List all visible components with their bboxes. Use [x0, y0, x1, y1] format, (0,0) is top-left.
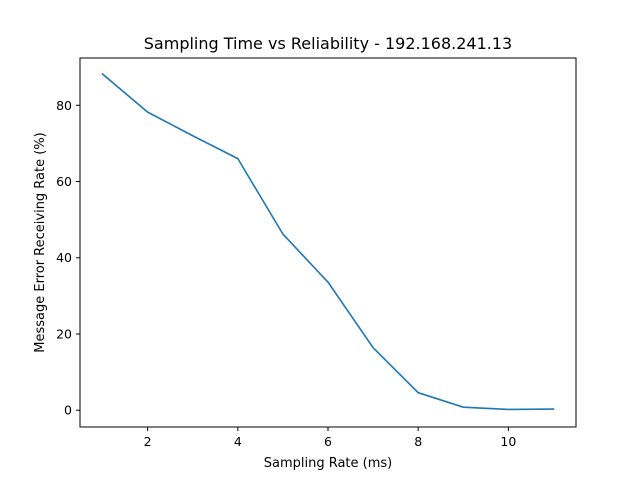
- plot-area: [101, 72, 555, 411]
- plot-frame: [79, 57, 577, 428]
- chart-title: Sampling Time vs Reliability - 192.168.2…: [144, 34, 512, 53]
- y-tick-label: 20: [56, 326, 72, 341]
- x-axis-label: Sampling Rate (ms): [264, 456, 393, 471]
- x-tick-label: 4: [234, 434, 242, 449]
- y-tick-label: 0: [64, 403, 72, 418]
- x-axis: 2 4 6 8 10: [144, 427, 516, 449]
- x-tick-label: 6: [324, 434, 332, 449]
- x-tick-label: 10: [500, 434, 516, 449]
- x-tick-label: 8: [414, 434, 422, 449]
- y-axis: 0 20 40 60 80: [56, 98, 80, 418]
- y-tick-label: 80: [56, 98, 72, 113]
- y-axis-label: Message Error Receiving Rate (%): [33, 132, 48, 353]
- y-tick-label: 60: [56, 174, 72, 189]
- y-tick-label: 40: [56, 250, 72, 265]
- x-tick-label: 2: [144, 434, 152, 449]
- series-line-1: [101, 72, 555, 411]
